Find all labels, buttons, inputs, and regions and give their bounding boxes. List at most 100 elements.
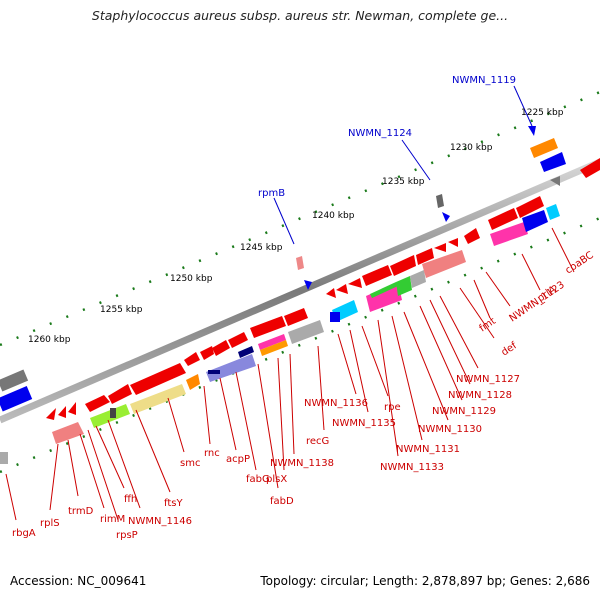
gene-label: fabD [270,496,294,507]
gene-label: NWMN_1129 [432,406,496,417]
gene-block [288,320,324,344]
gene-block [366,282,402,312]
gene-block [0,369,29,392]
leader-line [277,357,285,471]
gene-label: ffh [124,494,137,505]
leader-line [49,443,59,511]
gene-block [208,370,220,374]
leader-line [5,473,17,521]
gene-arrow [390,255,416,276]
leader-line [167,397,185,453]
gene-label: rplS [40,518,60,529]
leader-line [135,409,171,493]
gene-arrow [130,363,186,395]
gene-label: NWMN_1138 [270,458,334,469]
gene-block [52,422,84,444]
gene-arrow [336,284,348,294]
leader-line [521,253,541,291]
feature-label-rpmb: rpmB [258,188,285,199]
leader-line [361,325,389,397]
map-title: Staphylococcus aureus subsp. aureus str.… [91,8,509,23]
gene-labels: coaBC priA NWMN_1123 fmt def NWMN_1127 N… [12,250,596,541]
gene-block [370,282,398,298]
outer-scale-track [0,90,600,347]
gene-label: NWMN_1130 [418,424,482,435]
gene-label: NWMN_1136 [304,398,368,409]
gene-arrow [212,340,230,356]
gene-arrow [250,316,286,338]
gene-block [490,222,528,246]
leader-line [337,333,357,395]
genome-backbone [0,158,600,424]
gene-label: NWMN_1123 [508,280,567,325]
gene-arrow [464,228,480,244]
gene-arrow [284,308,308,326]
leader-line [403,311,449,421]
scale-label: 1240 kbp [312,211,355,221]
gene-arrow [448,238,458,247]
gene-arrow [46,408,56,420]
leader-line [473,279,491,319]
leader-line [485,271,511,307]
gene-arrow [516,196,544,218]
gene-arrow [296,256,304,270]
leader-line [377,319,399,457]
summary-text: Topology: circular; Length: 2,878,897 bp… [260,574,590,588]
leader-line [67,439,79,497]
gene-label: trmD [68,506,94,517]
feature-labels: NWMN_1119 NWMN_1124 rpmB [258,75,516,199]
gene-label: def [500,340,520,358]
feature-pointer [442,212,450,222]
gene-arrow [58,406,66,418]
gene-label: plsX [266,474,287,485]
accession-text: Accession: NC_009641 [10,574,147,588]
leader-line [391,315,423,441]
scale-label: 1230 kbp [450,143,493,153]
reverse-strand-features [0,204,560,464]
gene-arrow [436,194,444,208]
leader-line [219,377,237,451]
leader-line [419,305,463,401]
gene-arrow [530,138,558,158]
gene-label: NWMN_1133 [380,462,444,473]
gene-block [0,386,33,412]
gene-label: NWMN_1128 [448,390,512,401]
leader-line [459,287,495,339]
gene-block [206,354,256,382]
feature-pointer [528,126,536,136]
leader-line [439,295,479,369]
gene-arrow [326,288,336,298]
leader-line [79,433,105,509]
gene-block [330,312,340,322]
gene-label: smc [180,458,200,469]
leader-line [401,139,431,181]
leader-line [235,371,257,471]
gene-label: NWMN_1127 [456,374,520,385]
scale-label: 1225 kbp [521,108,564,118]
gene-arrow [348,278,362,288]
gene-arrow [108,384,132,404]
leader-line [551,227,575,273]
gene-label: NWMN_1135 [332,418,396,429]
gene-block [238,346,254,358]
gene-block [260,340,288,356]
leader-line [87,429,119,521]
feature-pointer [304,280,312,290]
gene-arrow [488,208,518,230]
gene-arrow [228,332,248,348]
gene-arrow [416,248,434,265]
gene-arrow [580,158,600,178]
gene-label: recG [306,436,329,447]
leader-line [317,345,325,431]
scale-labels: 1225 kbp 1230 kbp 1235 kbp 1240 kbp 1245… [28,108,564,345]
gene-label: NWMN_1131 [396,444,460,455]
gene-arrow [184,352,200,366]
gene-label: rpe [384,402,401,413]
gene-label: coaBC [564,250,596,277]
scale-label: 1260 kbp [28,335,71,345]
inner-scale-track [0,216,600,474]
gene-label: ftsY [164,498,183,509]
gene-block [422,250,466,278]
leader-line [513,85,533,127]
